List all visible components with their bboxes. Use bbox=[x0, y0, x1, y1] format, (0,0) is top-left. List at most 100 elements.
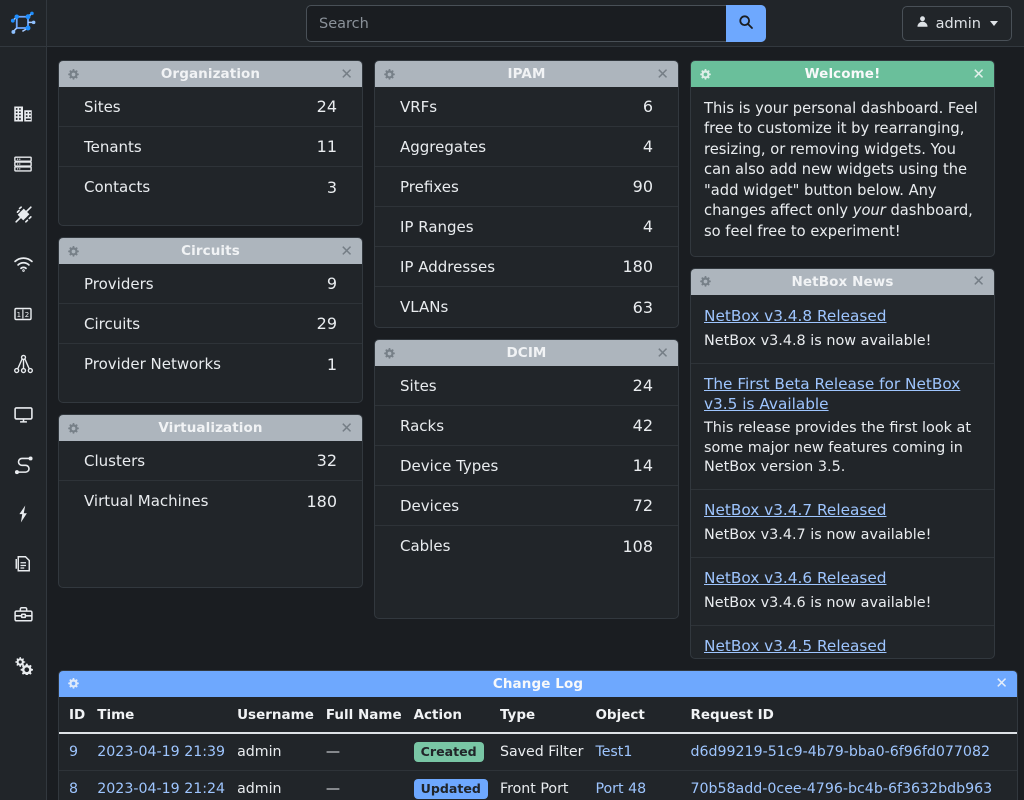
stat-row[interactable]: IP Ranges 4 bbox=[375, 207, 678, 247]
changelog-object-link[interactable]: Test1 bbox=[595, 743, 633, 760]
gear-icon[interactable] bbox=[67, 677, 80, 690]
changelog-head: ID Time Username Full Name Action Type O… bbox=[59, 696, 1017, 734]
stat-list-dcim: Sites 24 Racks 42 Device Types 14 bbox=[375, 366, 678, 618]
column-header-type[interactable]: Type bbox=[493, 696, 590, 734]
stat-row[interactable]: Virtual Machines 180 bbox=[59, 481, 362, 521]
stat-row[interactable]: Provider Networks 1 bbox=[59, 344, 362, 384]
stat-row[interactable]: Device Types 14 bbox=[375, 446, 678, 486]
close-icon[interactable]: ✕ bbox=[656, 343, 669, 362]
stat-label: IP Addresses bbox=[400, 257, 496, 276]
widget-header-welcome[interactable]: Welcome! ✕ bbox=[691, 61, 994, 87]
close-icon[interactable]: ✕ bbox=[656, 64, 669, 83]
news-link[interactable]: NetBox v3.4.7 Released bbox=[704, 501, 887, 520]
close-icon[interactable]: ✕ bbox=[995, 674, 1008, 693]
stat-label: Racks bbox=[400, 416, 445, 435]
stat-row[interactable]: Tenants 11 bbox=[59, 127, 362, 167]
news-link[interactable]: The First Beta Release for NetBox v3.5 i… bbox=[704, 374, 961, 413]
sidebar-item-circuits[interactable] bbox=[0, 439, 47, 489]
netbox-logo-icon bbox=[10, 11, 35, 34]
cell-type: Front Port bbox=[493, 770, 590, 800]
netbox-logo[interactable] bbox=[0, 0, 47, 47]
stat-value: 4 bbox=[642, 217, 653, 236]
stat-row[interactable]: Sites 24 bbox=[375, 366, 678, 406]
gear-icon[interactable] bbox=[699, 68, 712, 81]
stat-row[interactable]: Clusters 32 bbox=[59, 441, 362, 481]
widget-header-ipam[interactable]: IPAM ✕ bbox=[375, 61, 678, 87]
column-header-full-name[interactable]: Full Name bbox=[319, 696, 408, 734]
gear-icon[interactable] bbox=[699, 275, 712, 288]
widget-header-circuits[interactable]: Circuits ✕ bbox=[59, 238, 362, 264]
sidebar-item-power[interactable] bbox=[0, 489, 47, 539]
stat-row[interactable]: VLANs 63 bbox=[375, 287, 678, 327]
stat-label: Circuits bbox=[84, 314, 141, 333]
stat-row[interactable]: Cables 108 bbox=[375, 526, 678, 566]
column-header-id[interactable]: ID bbox=[59, 696, 92, 734]
user-menu-button[interactable]: admin bbox=[901, 6, 1012, 41]
widget-header-news[interactable]: NetBox News ✕ bbox=[691, 268, 994, 295]
widget-header-dcim[interactable]: DCIM ✕ bbox=[375, 340, 678, 366]
gear-icon[interactable] bbox=[67, 245, 80, 258]
changelog-id-link[interactable]: 9 bbox=[69, 743, 79, 760]
building-icon bbox=[13, 104, 33, 124]
changelog-object-link[interactable]: Port 48 bbox=[595, 780, 647, 797]
column-header-action[interactable]: Action bbox=[407, 696, 494, 734]
sidebar-item-virtualization[interactable] bbox=[0, 389, 47, 439]
stat-row[interactable]: Providers 9 bbox=[59, 264, 362, 304]
stat-row[interactable]: Circuits 29 bbox=[59, 304, 362, 344]
widget-header-virtualization[interactable]: Virtualization ✕ bbox=[59, 415, 362, 441]
column-header-request-id[interactable]: Request ID bbox=[684, 696, 1017, 734]
news-link[interactable]: NetBox v3.4.6 Released bbox=[704, 569, 887, 588]
stat-label: Virtual Machines bbox=[84, 492, 209, 510]
gear-icon[interactable] bbox=[383, 347, 396, 360]
svg-text:1: 1 bbox=[17, 311, 21, 319]
close-icon[interactable]: ✕ bbox=[340, 64, 353, 83]
changelog-time-link[interactable]: 2023-04-19 21:24 bbox=[97, 780, 226, 797]
sidebar-item-ipam[interactable]: 1 2 bbox=[0, 289, 47, 339]
stat-row[interactable]: Aggregates 4 bbox=[375, 127, 678, 167]
cell-action: Created bbox=[407, 732, 494, 771]
changelog-request-link[interactable]: 70b58add-0cee-4796-bc4b-6f3632bdb963 bbox=[690, 780, 993, 797]
widget-title: NetBox News bbox=[791, 273, 894, 290]
widget-title: Circuits bbox=[181, 243, 240, 259]
stat-row[interactable]: Sites 24 bbox=[59, 87, 362, 127]
stat-row[interactable]: Racks 42 bbox=[375, 406, 678, 446]
search-button[interactable] bbox=[726, 5, 766, 42]
column-header-time[interactable]: Time bbox=[91, 696, 232, 734]
news-list[interactable]: NetBox v3.4.8 Released NetBox v3.4.8 is … bbox=[691, 295, 994, 658]
close-icon[interactable]: ✕ bbox=[340, 418, 353, 437]
changelog-request-link[interactable]: d6d99219-51c9-4b79-bba0-6f96fd077082 bbox=[690, 743, 991, 760]
sidebar-item-vpn[interactable] bbox=[0, 339, 47, 389]
close-icon[interactable]: ✕ bbox=[972, 64, 985, 83]
stat-label: Aggregates bbox=[400, 137, 487, 156]
news-link[interactable]: NetBox v3.4.5 Released bbox=[704, 637, 887, 656]
sidebar-item-organization[interactable] bbox=[0, 89, 47, 139]
sidebar-item-customization[interactable] bbox=[0, 589, 47, 639]
changelog-time-link[interactable]: 2023-04-19 21:39 bbox=[97, 743, 226, 760]
stat-label: Providers bbox=[84, 274, 154, 293]
stat-label: Provider Networks bbox=[84, 355, 221, 373]
gear-icon[interactable] bbox=[383, 68, 396, 81]
sidebar-item-wireless[interactable] bbox=[0, 239, 47, 289]
news-link[interactable]: NetBox v3.4.8 Released bbox=[704, 306, 887, 325]
sidebar-item-provisioning[interactable] bbox=[0, 539, 47, 589]
stat-row[interactable]: Contacts 3 bbox=[59, 167, 362, 207]
sidebar-item-operations[interactable] bbox=[0, 639, 47, 689]
sidebar-item-racks[interactable] bbox=[0, 139, 47, 189]
close-icon[interactable]: ✕ bbox=[340, 241, 353, 260]
widget-header-organization[interactable]: Organization ✕ bbox=[59, 61, 362, 87]
stat-row[interactable]: Devices 72 bbox=[375, 486, 678, 526]
close-icon[interactable]: ✕ bbox=[972, 272, 985, 291]
stat-row[interactable]: Prefixes 90 bbox=[375, 167, 678, 207]
dashboard: Organization ✕ Sites 24 Tenants 11 bbox=[47, 47, 1024, 800]
gear-icon[interactable] bbox=[67, 68, 80, 81]
sidebar-item-connections[interactable] bbox=[0, 189, 47, 239]
search-input[interactable] bbox=[306, 5, 726, 42]
status-badge: Created bbox=[413, 741, 484, 762]
column-header-username[interactable]: Username bbox=[231, 696, 320, 734]
stat-row[interactable]: VRFs 6 bbox=[375, 87, 678, 127]
column-header-object[interactable]: Object bbox=[589, 696, 685, 734]
changelog-id-link[interactable]: 8 bbox=[69, 780, 79, 797]
stat-row[interactable]: IP Addresses 180 bbox=[375, 247, 678, 287]
widget-header-changelog[interactable]: Change Log ✕ bbox=[59, 670, 1017, 697]
gear-icon[interactable] bbox=[67, 422, 80, 435]
